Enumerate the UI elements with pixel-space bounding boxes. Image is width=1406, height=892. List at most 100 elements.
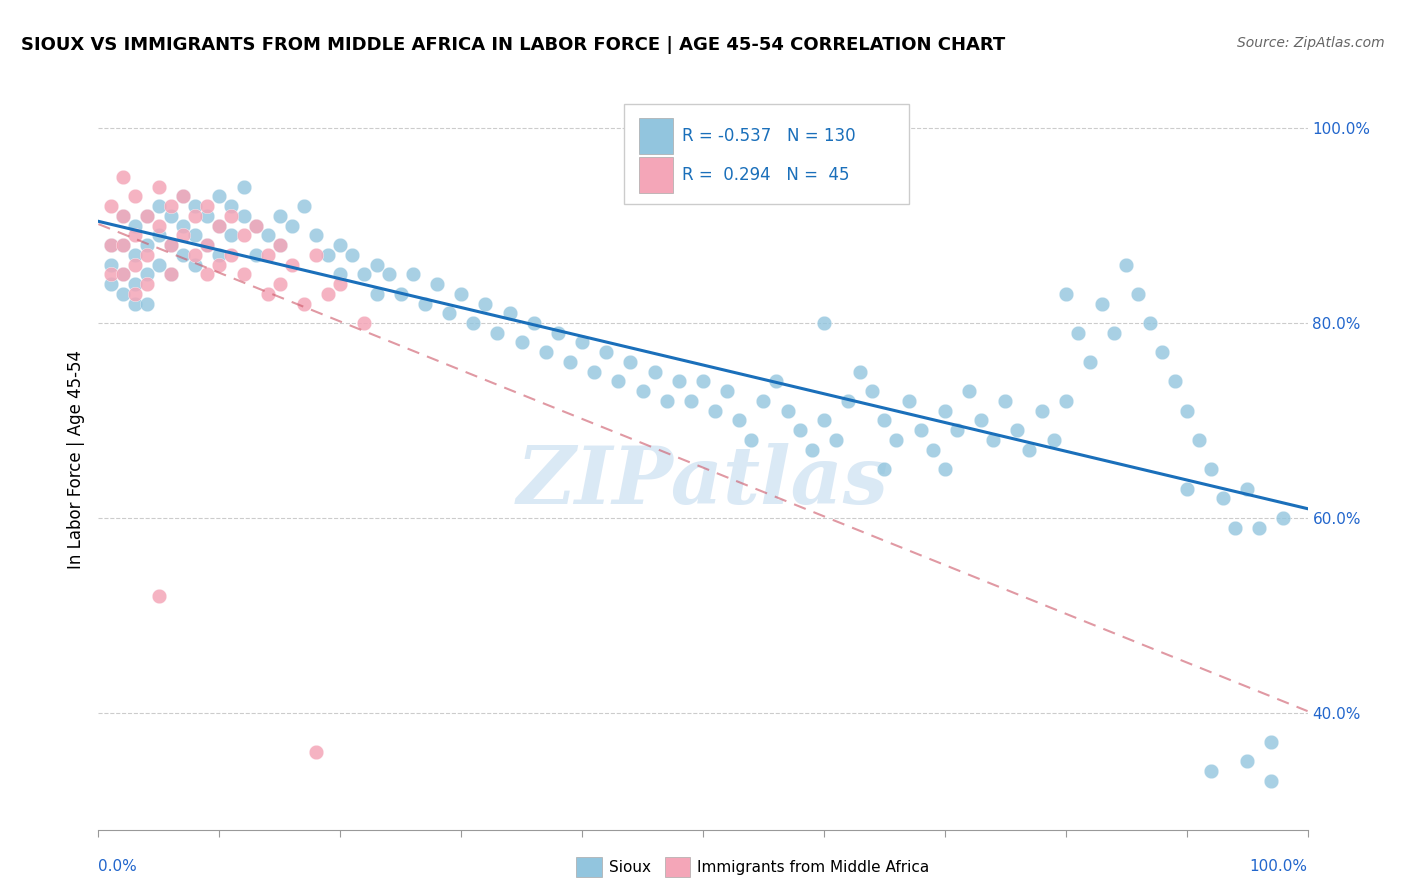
Point [111, 238, 134, 252]
Point [124, 277, 146, 291]
Point [957, 384, 980, 399]
Point [305, 745, 328, 759]
Point [1067, 326, 1090, 340]
Point [897, 393, 920, 408]
Point [111, 286, 134, 301]
Point [329, 238, 352, 252]
Point [160, 268, 183, 282]
Point [124, 248, 146, 262]
Point [728, 413, 751, 427]
Point [389, 286, 412, 301]
Point [486, 326, 509, 340]
Point [981, 433, 1004, 447]
Point [1115, 258, 1137, 272]
Point [474, 296, 496, 310]
Point [510, 335, 533, 350]
Point [619, 355, 641, 369]
Point [148, 179, 170, 194]
Point [413, 296, 436, 310]
Point [100, 258, 122, 272]
Point [934, 403, 956, 417]
Point [716, 384, 738, 399]
Point [1188, 433, 1211, 447]
Point [886, 433, 908, 447]
Point [111, 238, 134, 252]
Point [1272, 511, 1295, 525]
Point [1128, 286, 1150, 301]
Point [256, 228, 278, 243]
Point [100, 238, 122, 252]
Point [558, 355, 581, 369]
Point [124, 258, 146, 272]
Point [1199, 462, 1222, 476]
Bar [624, 104, 908, 204]
Point [184, 209, 207, 223]
Point [1212, 491, 1234, 506]
Point [849, 365, 872, 379]
Point [377, 268, 399, 282]
Point [111, 169, 134, 184]
Point [292, 296, 315, 310]
Point [595, 345, 617, 359]
Point [1236, 482, 1258, 496]
Point [184, 248, 207, 262]
Point [463, 316, 485, 330]
Point [135, 268, 157, 282]
Text: Source: ZipAtlas.com: Source: ZipAtlas.com [1237, 36, 1385, 50]
Bar [638, 157, 673, 193]
Point [245, 219, 267, 233]
Point [1078, 355, 1101, 369]
Point [135, 209, 157, 223]
Point [692, 375, 714, 389]
Point [813, 413, 835, 427]
Point [195, 268, 218, 282]
Point [256, 286, 278, 301]
Point [111, 209, 134, 223]
Point [970, 413, 993, 427]
Text: SIOUX VS IMMIGRANTS FROM MIDDLE AFRICA IN LABOR FORCE | AGE 45-54 CORRELATION CH: SIOUX VS IMMIGRANTS FROM MIDDLE AFRICA I… [21, 36, 1005, 54]
Point [148, 228, 170, 243]
Point [305, 248, 328, 262]
Point [813, 316, 835, 330]
Point [316, 248, 339, 262]
Point [583, 365, 606, 379]
Point [221, 209, 243, 223]
Point [1031, 403, 1053, 417]
Point [316, 286, 339, 301]
Point [1223, 520, 1246, 534]
Point [740, 433, 762, 447]
Point [135, 248, 157, 262]
Point [679, 393, 702, 408]
Point [269, 238, 291, 252]
Point [135, 209, 157, 223]
Point [1199, 764, 1222, 778]
Point [148, 219, 170, 233]
Point [172, 189, 194, 203]
Point [245, 248, 267, 262]
Point [135, 296, 157, 310]
Point [1018, 442, 1040, 457]
Point [994, 393, 1017, 408]
Point [329, 268, 352, 282]
Point [1260, 773, 1282, 788]
Point [135, 277, 157, 291]
Point [450, 286, 472, 301]
Point [873, 413, 896, 427]
Point [1175, 403, 1198, 417]
Point [160, 199, 183, 213]
Point [1260, 735, 1282, 749]
Point [934, 462, 956, 476]
Point [184, 199, 207, 213]
Point [221, 199, 243, 213]
Point [1249, 520, 1271, 534]
Point [208, 189, 231, 203]
Point [873, 462, 896, 476]
Point [607, 375, 630, 389]
Point [498, 306, 520, 320]
Point [124, 189, 146, 203]
Point [837, 393, 859, 408]
Point [921, 442, 943, 457]
Point [221, 228, 243, 243]
Point [534, 345, 557, 359]
Point [1054, 393, 1077, 408]
